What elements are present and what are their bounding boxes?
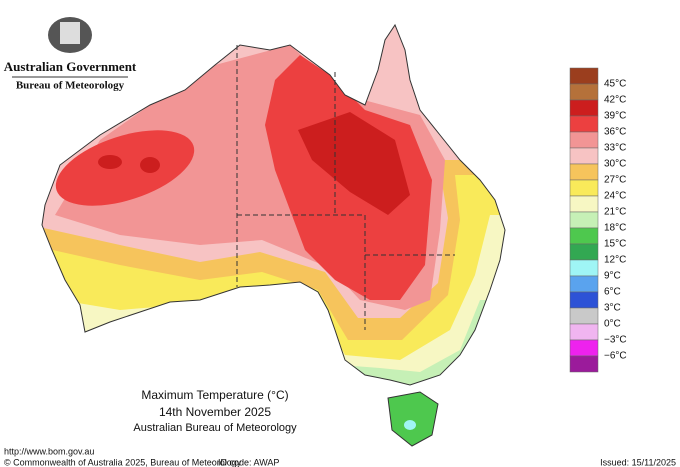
legend-label: 12°C — [604, 255, 626, 266]
legend-label: 33°C — [604, 143, 626, 154]
legend-label: 9°C — [604, 271, 621, 282]
legend-swatch — [569, 83, 599, 101]
map-source: Australian Bureau of Meteorology — [133, 422, 297, 434]
legend-label: 39°C — [604, 111, 626, 122]
legend-swatch — [569, 243, 599, 261]
legend-label: 42°C — [604, 95, 626, 106]
id-code: ID code: AWAP — [218, 457, 279, 467]
copyright: © Commonwealth of Australia 2025, Bureau… — [4, 457, 242, 467]
legend-swatch — [569, 227, 599, 245]
legend-swatch — [569, 211, 599, 229]
legend-label: 0°C — [604, 319, 621, 330]
legend-swatch — [569, 259, 599, 277]
legend-swatch — [569, 163, 599, 181]
legend-label: 6°C — [604, 287, 621, 298]
legend-swatch — [569, 115, 599, 133]
legend-label: −6°C — [604, 351, 627, 362]
legend-label: 15°C — [604, 239, 626, 250]
legend-swatch — [569, 131, 599, 149]
legend-label: 36°C — [604, 127, 626, 138]
legend-swatch — [569, 355, 599, 373]
url: http://www.bom.gov.au — [4, 446, 94, 456]
legend-swatch — [569, 339, 599, 357]
legend-swatch — [569, 147, 599, 165]
legend-label: 24°C — [604, 191, 626, 202]
bureau: Bureau of Meteorology — [16, 80, 125, 92]
legend-swatch — [569, 307, 599, 325]
legend: 45°C 42°C 39°C 36°C 33°C 30°C 27°C 24°C 21°C 18°C… — [569, 67, 627, 373]
legend-swatch — [569, 275, 599, 293]
agency: Australian Government — [4, 59, 137, 74]
legend-label: 3°C — [604, 303, 621, 314]
legend-swatch — [569, 99, 599, 117]
legend-swatch — [569, 323, 599, 341]
legend-swatch — [569, 291, 599, 309]
legend-swatch — [569, 67, 599, 85]
legend-swatch — [569, 195, 599, 213]
legend-label: −3°C — [604, 335, 627, 346]
legend-label: 45°C — [604, 79, 626, 90]
map-date: 14th November 2025 — [159, 405, 271, 419]
issued: Issued: 15/11/2025 — [600, 457, 676, 467]
legend-swatch — [569, 179, 599, 197]
legend-label: 30°C — [604, 159, 626, 170]
tasmania-cool — [404, 420, 416, 430]
tasmania — [387, 391, 439, 447]
state-borders — [236, 45, 455, 330]
legend-label: 27°C — [604, 175, 626, 186]
legend-label: 18°C — [604, 223, 626, 234]
legend-label: 21°C — [604, 207, 626, 218]
map-title: Maximum Temperature (°C) — [141, 388, 288, 402]
coat-of-arms — [48, 17, 92, 53]
